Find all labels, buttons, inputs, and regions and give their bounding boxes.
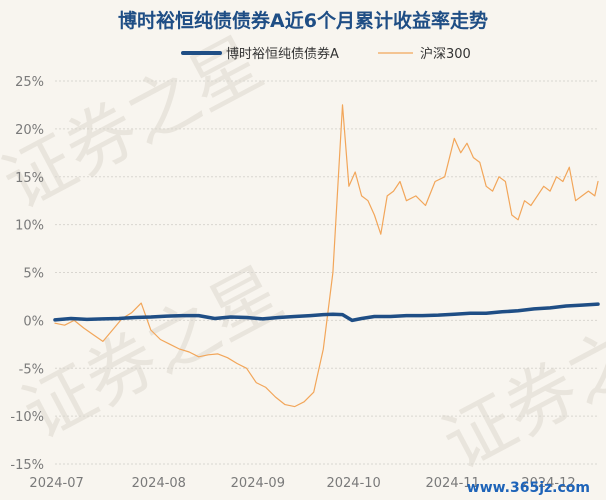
x-axis: 2024-07 2024-08 2024-09 2024-10 2024-11 2024-…: [29, 476, 575, 491]
x-tick-label: 2024-11: [426, 476, 480, 491]
y-tick-label: -15%: [10, 458, 44, 473]
y-tick-label: 25%: [15, 75, 44, 90]
y-tick-label: 0%: [23, 314, 44, 329]
x-tick-label: 2024-09: [231, 476, 285, 491]
y-axis: -15% -10% -5% 0% 5% 10% 15% 20% 25%: [10, 75, 44, 473]
y-tick-label: 15%: [15, 171, 44, 186]
x-tick-label: 2024-10: [326, 476, 380, 491]
y-tick-label: -10%: [10, 410, 44, 425]
watermark-text: 证券之星: [9, 251, 295, 455]
y-tick-label: 10%: [15, 219, 44, 234]
plot-area: [53, 104, 600, 408]
legend-label-fund: 博时裕恒纯债债券A: [226, 46, 339, 62]
legend: 博时裕恒纯债债券A 沪深300: [181, 46, 471, 62]
legend-label-csi300: 沪深300: [420, 46, 471, 62]
x-tick-label: 2024-08: [132, 476, 186, 491]
site-watermark: www.365jz.com: [467, 480, 590, 496]
grid: [55, 80, 598, 465]
y-tick-label: 20%: [15, 123, 44, 138]
chart-title: 博时裕恒纯债债券A近6个月累计收益率走势: [118, 9, 488, 32]
x-tick-label: 2024-12: [521, 476, 575, 491]
series-line-fund: [53, 302, 600, 323]
y-tick-label: -5%: [19, 362, 44, 377]
x-tick-label: 2024-07: [29, 476, 83, 491]
y-tick-label: 5%: [23, 267, 44, 282]
series-line-csi300: [54, 104, 599, 408]
